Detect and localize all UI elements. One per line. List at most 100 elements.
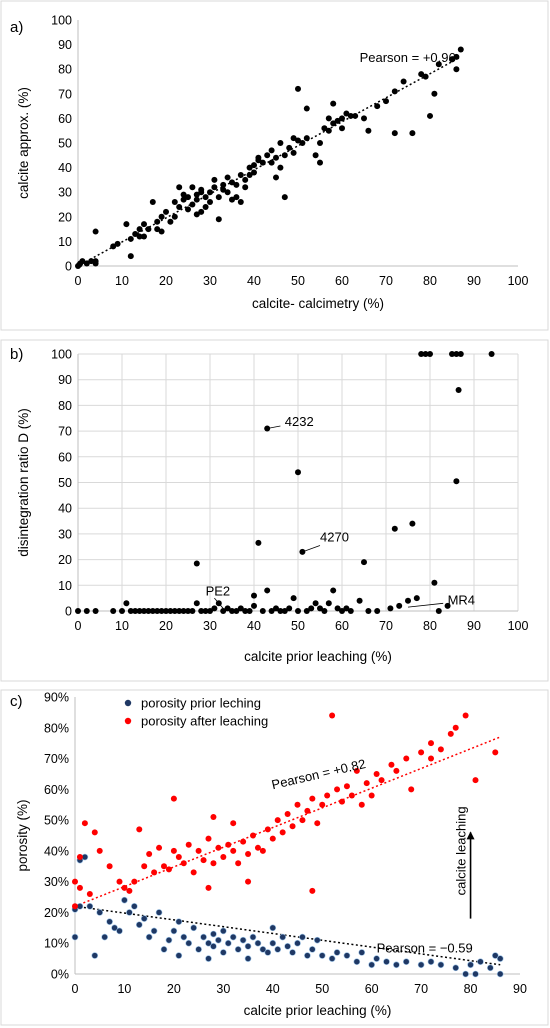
y-tick-label: 100 — [51, 348, 72, 362]
data-point — [334, 605, 341, 612]
data-point — [312, 600, 319, 607]
data-point — [189, 184, 196, 191]
data-point — [457, 351, 464, 357]
y-tick-label: 30% — [44, 875, 69, 889]
data-point — [145, 226, 152, 233]
data-point — [167, 608, 174, 614]
data-point — [330, 100, 337, 107]
data-point — [215, 936, 222, 944]
data-point — [477, 958, 484, 965]
x-tick-label: 30 — [203, 619, 217, 633]
data-point — [295, 469, 301, 476]
data-point — [136, 226, 143, 233]
data-point — [175, 918, 183, 925]
data-point — [205, 955, 212, 962]
data-point — [453, 478, 460, 485]
data-point — [127, 235, 134, 242]
data-point — [312, 152, 319, 159]
data-point — [163, 608, 169, 614]
data-point — [71, 933, 79, 941]
data-point — [210, 942, 217, 950]
data-point — [269, 939, 277, 947]
data-point — [215, 844, 222, 851]
y-tick-label: 90% — [44, 691, 69, 705]
x-tick-label: 70 — [379, 274, 393, 288]
data-point — [220, 181, 227, 188]
data-point — [264, 826, 271, 833]
data-point — [242, 176, 249, 183]
data-point — [205, 939, 212, 947]
data-point — [496, 955, 504, 962]
y-axis-label: porosity (%) — [15, 799, 30, 871]
data-point — [303, 105, 310, 112]
data-point — [150, 927, 158, 935]
panel-label: a) — [10, 19, 23, 36]
data-point — [119, 608, 125, 614]
y-tick-label: 70% — [44, 752, 69, 766]
data-point — [462, 970, 469, 978]
data-point — [455, 386, 462, 393]
y-tick-label: 80 — [58, 63, 72, 77]
y-tick-label: 50% — [44, 814, 69, 828]
data-point — [339, 608, 345, 614]
data-point — [347, 608, 354, 614]
data-point — [198, 186, 205, 193]
data-point — [255, 539, 262, 546]
y-tick-label: 40% — [44, 844, 69, 858]
data-point — [259, 159, 266, 166]
y-tick-label: 70 — [58, 87, 72, 101]
annotation-leader — [214, 597, 224, 609]
data-point — [281, 194, 288, 201]
data-point — [193, 211, 200, 218]
y-tick-label: 10 — [58, 579, 72, 593]
data-point — [170, 847, 177, 854]
data-point — [190, 924, 197, 932]
data-point — [200, 857, 207, 864]
data-point — [453, 53, 460, 60]
data-point — [393, 961, 400, 969]
y-tick-label: 60% — [44, 783, 69, 797]
data-point — [141, 608, 147, 614]
chart-panel-1: a) 0 10 20 30 40 50 60 70 80 90 100 0 10 20 30 40 50 60 70 8… — [0, 0, 549, 331]
trendline — [74, 905, 501, 966]
trendline — [77, 56, 462, 267]
data-point — [409, 520, 416, 527]
x-tick-label: 0 — [75, 619, 82, 633]
data-point — [96, 847, 103, 854]
data-point — [281, 608, 288, 614]
data-point — [158, 228, 165, 235]
arrow-head — [466, 831, 475, 840]
x-tick-label: 60 — [335, 274, 349, 288]
annotation-text: Pearson = +0.82 — [270, 756, 367, 792]
data-point — [185, 206, 191, 213]
data-point — [106, 863, 113, 870]
data-point — [259, 946, 267, 953]
data-point — [175, 854, 182, 861]
data-point — [409, 130, 416, 137]
data-point — [123, 600, 130, 607]
data-point — [211, 605, 218, 612]
data-point — [215, 216, 222, 223]
data-point — [373, 955, 380, 962]
x-tick-label: 40 — [247, 619, 261, 633]
data-point — [245, 850, 252, 857]
data-point — [193, 600, 200, 607]
data-point — [277, 164, 284, 171]
data-point — [449, 56, 455, 63]
data-point — [195, 946, 202, 953]
data-point — [437, 961, 445, 969]
data-point — [154, 218, 161, 225]
data-point — [383, 98, 389, 105]
data-point — [220, 949, 227, 956]
data-point — [373, 770, 380, 777]
data-point — [488, 351, 495, 357]
data-point — [136, 826, 143, 833]
legend-marker — [124, 699, 132, 707]
data-point — [295, 608, 301, 614]
data-point — [176, 184, 183, 191]
data-point — [259, 608, 266, 614]
data-point — [452, 724, 459, 731]
y-tick-label: 0 — [65, 605, 72, 619]
data-point — [491, 952, 499, 959]
data-point — [127, 253, 134, 260]
